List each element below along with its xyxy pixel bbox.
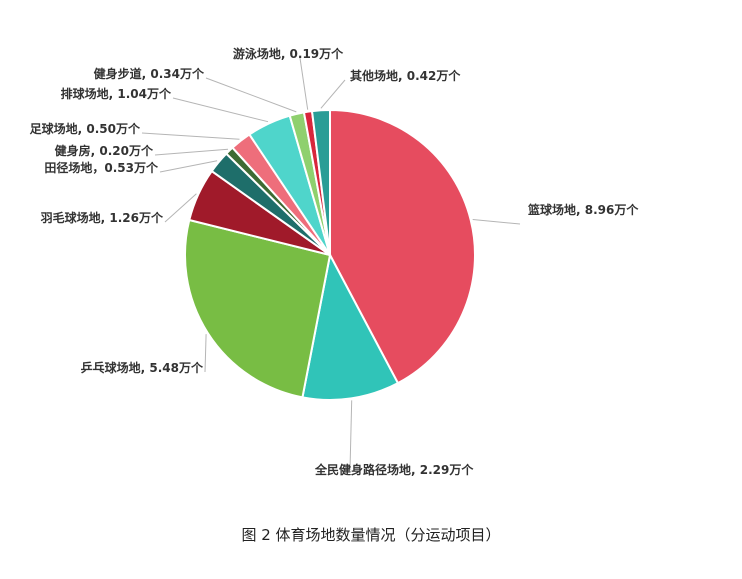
slice-label-11: 其他场地, 0.42万个: [350, 68, 461, 83]
leader-line-11: [320, 79, 346, 109]
leader-line-3: [204, 334, 207, 373]
slice-label-9: 健身步道, 0.34万个: [94, 66, 205, 81]
leader-lines: [141, 57, 521, 471]
leader-line-2: [349, 400, 353, 471]
slice-label-3: 乒乓球场地, 5.48万个: [81, 360, 204, 375]
leader-line-7: [141, 132, 240, 140]
leader-line-4: [164, 193, 197, 223]
leader-line-5: [159, 160, 218, 173]
leader-line-6: [154, 148, 229, 156]
slice-label-2: 全民健身路径场地, 2.29万个: [314, 462, 474, 477]
leader-line-10: [299, 57, 309, 110]
slice-label-6: 健身房, 0.20万个: [55, 143, 154, 158]
leader-line-1: [472, 219, 521, 225]
pie-slice-1: [329, 108, 476, 385]
leader-line-8: [172, 97, 269, 123]
slice-label-7: 足球场地, 0.50万个: [30, 121, 141, 136]
slice-label-4: 羽毛球场地, 1.26万个: [41, 210, 164, 225]
pie-slice-3: [184, 218, 332, 399]
pie-slice-11: [310, 108, 331, 256]
slice-label-10: 游泳场地, 0.19万个: [233, 46, 344, 61]
slice-label-5: 田径场地，0.53万个: [44, 160, 159, 175]
slice-label-1: 篮球场地, 8.96万个: [527, 202, 639, 217]
slice-label-8: 排球场地, 1.04万个: [61, 86, 172, 101]
leader-line-9: [205, 77, 297, 113]
pie-slice-2: [301, 252, 400, 401]
pie-slices: [184, 108, 476, 401]
chart-caption: 图 2 体育场地数量情况（分运动项目）: [241, 526, 501, 544]
